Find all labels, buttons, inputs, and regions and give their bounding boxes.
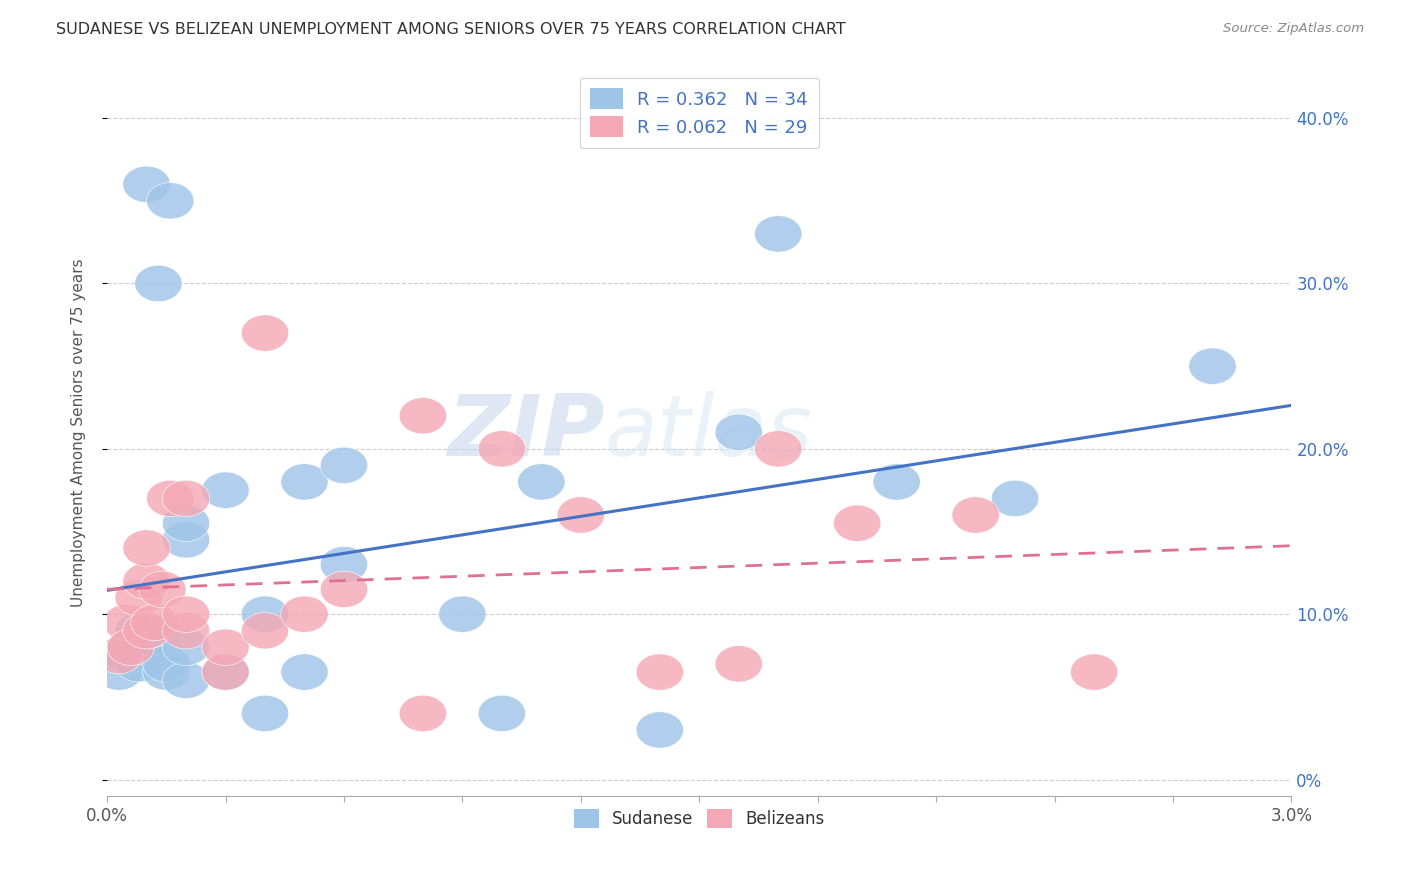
Ellipse shape	[557, 497, 605, 533]
Ellipse shape	[478, 431, 526, 467]
Ellipse shape	[281, 596, 328, 632]
Ellipse shape	[991, 480, 1039, 516]
Ellipse shape	[162, 522, 209, 558]
Text: SUDANESE VS BELIZEAN UNEMPLOYMENT AMONG SENIORS OVER 75 YEARS CORRELATION CHART: SUDANESE VS BELIZEAN UNEMPLOYMENT AMONG …	[56, 22, 846, 37]
Ellipse shape	[242, 315, 288, 351]
Ellipse shape	[202, 654, 249, 690]
Ellipse shape	[755, 216, 801, 252]
Ellipse shape	[873, 464, 921, 500]
Ellipse shape	[202, 472, 249, 508]
Ellipse shape	[755, 431, 801, 467]
Ellipse shape	[162, 596, 209, 632]
Ellipse shape	[122, 629, 170, 665]
Ellipse shape	[636, 712, 683, 748]
Ellipse shape	[122, 563, 170, 599]
Ellipse shape	[162, 662, 209, 698]
Ellipse shape	[1189, 348, 1236, 384]
Ellipse shape	[1070, 654, 1118, 690]
Ellipse shape	[321, 571, 367, 607]
Ellipse shape	[478, 695, 526, 731]
Ellipse shape	[122, 613, 170, 648]
Ellipse shape	[122, 166, 170, 202]
Ellipse shape	[131, 604, 179, 640]
Ellipse shape	[142, 646, 190, 682]
Ellipse shape	[115, 580, 162, 615]
Ellipse shape	[135, 265, 183, 301]
Ellipse shape	[162, 480, 209, 516]
Text: Source: ZipAtlas.com: Source: ZipAtlas.com	[1223, 22, 1364, 36]
Ellipse shape	[162, 505, 209, 541]
Ellipse shape	[107, 629, 155, 665]
Ellipse shape	[146, 480, 194, 516]
Ellipse shape	[834, 505, 882, 541]
Ellipse shape	[281, 464, 328, 500]
Ellipse shape	[146, 183, 194, 219]
Ellipse shape	[162, 629, 209, 665]
Ellipse shape	[242, 596, 288, 632]
Ellipse shape	[122, 613, 170, 648]
Ellipse shape	[142, 654, 190, 690]
Ellipse shape	[439, 596, 486, 632]
Ellipse shape	[399, 695, 447, 731]
Ellipse shape	[96, 654, 142, 690]
Y-axis label: Unemployment Among Seniors over 75 years: Unemployment Among Seniors over 75 years	[72, 258, 86, 607]
Ellipse shape	[131, 621, 179, 657]
Ellipse shape	[96, 638, 142, 673]
Ellipse shape	[115, 613, 162, 648]
Ellipse shape	[716, 414, 762, 450]
Ellipse shape	[281, 654, 328, 690]
Text: atlas: atlas	[605, 391, 813, 474]
Ellipse shape	[716, 646, 762, 682]
Ellipse shape	[242, 695, 288, 731]
Ellipse shape	[162, 613, 209, 648]
Ellipse shape	[202, 629, 249, 665]
Ellipse shape	[952, 497, 1000, 533]
Ellipse shape	[115, 646, 162, 682]
Ellipse shape	[321, 547, 367, 582]
Ellipse shape	[321, 447, 367, 483]
Ellipse shape	[122, 530, 170, 566]
Text: ZIP: ZIP	[447, 391, 605, 474]
Ellipse shape	[242, 613, 288, 648]
Legend: Sudanese, Belizeans: Sudanese, Belizeans	[567, 803, 831, 835]
Ellipse shape	[636, 654, 683, 690]
Ellipse shape	[139, 571, 186, 607]
Ellipse shape	[202, 654, 249, 690]
Ellipse shape	[103, 638, 150, 673]
Ellipse shape	[103, 604, 150, 640]
Ellipse shape	[517, 464, 565, 500]
Ellipse shape	[107, 629, 155, 665]
Ellipse shape	[399, 398, 447, 434]
